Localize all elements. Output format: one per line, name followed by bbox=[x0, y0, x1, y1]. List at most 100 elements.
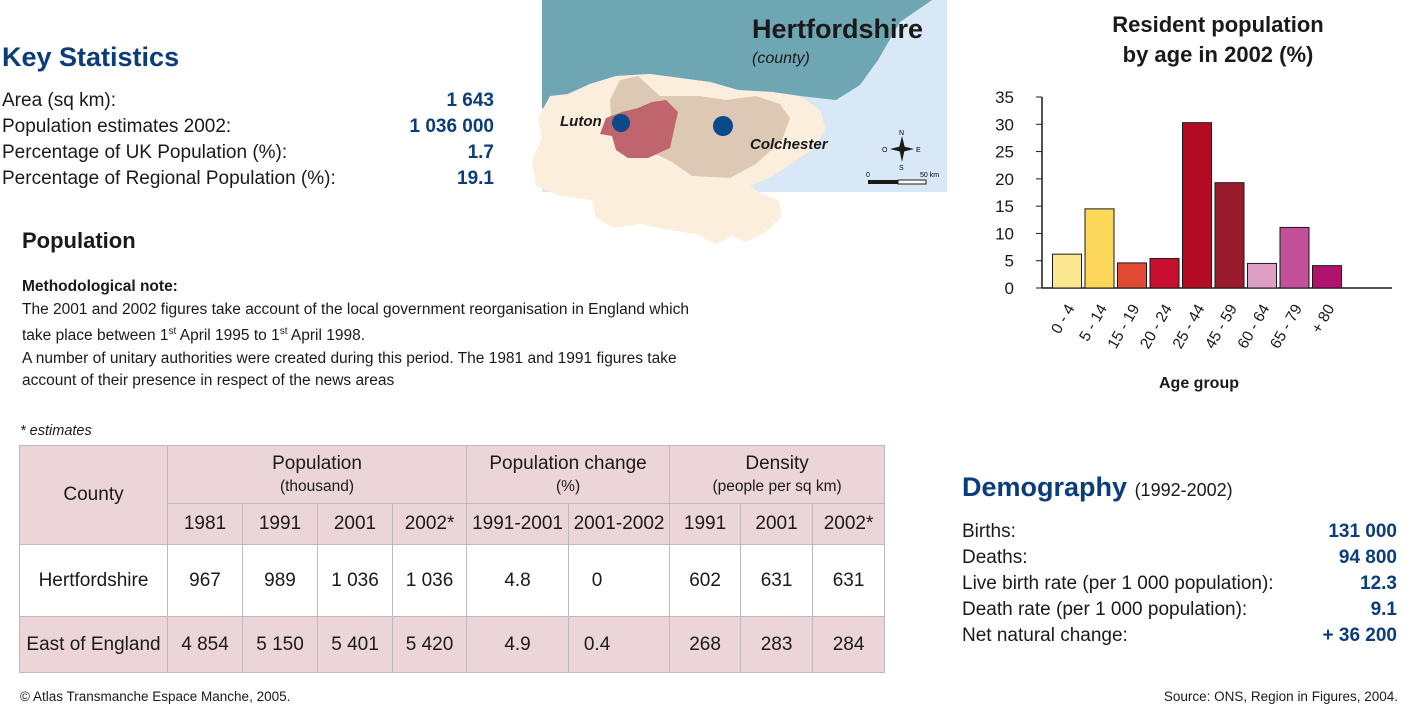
x-tick-label: 5 - 14 bbox=[1076, 301, 1111, 344]
y-tick-label: 35 bbox=[995, 88, 1014, 107]
demo-row-death-rate: Death rate (per 1 000 population): 9.1 bbox=[962, 597, 1397, 623]
location-map: Luton Colchester Hertfordshire (county) … bbox=[532, 0, 947, 244]
luton-marker bbox=[612, 114, 630, 132]
bar bbox=[1117, 262, 1147, 289]
compass-s: S bbox=[899, 165, 904, 172]
density-group-header: Density (people per sq km) bbox=[669, 445, 886, 504]
demo-label: Death rate (per 1 000 population): bbox=[962, 599, 1248, 620]
methodological-note: Methodological note: The 2001 and 2002 f… bbox=[22, 276, 782, 393]
table-cell: 602 bbox=[669, 544, 742, 617]
map-title: Hertfordshire bbox=[752, 14, 923, 44]
stat-label: Percentage of Regional Population (%): bbox=[2, 168, 336, 189]
table-cell: 4.9 bbox=[466, 616, 570, 673]
table-row: East of England 4 854 5 150 5 401 5 420 … bbox=[19, 616, 886, 673]
table-cell: 0 bbox=[568, 544, 671, 617]
demo-value: 9.1 bbox=[1370, 599, 1397, 620]
population-table: County Population (thousand) Population c… bbox=[19, 445, 886, 673]
note-line: The 2001 and 2002 figures take account o… bbox=[22, 300, 689, 318]
stat-label: Area (sq km): bbox=[2, 90, 117, 111]
population-change-group-header: Population change (%) bbox=[466, 445, 671, 504]
stat-row-regional-percentage: Percentage of Regional Population (%): 1… bbox=[2, 166, 494, 192]
stat-value: 1.7 bbox=[467, 142, 494, 163]
column-header: 2001-2002 bbox=[568, 503, 671, 545]
population-group-header: Population (thousand) bbox=[166, 445, 468, 504]
x-tick-label: 0 - 4 bbox=[1048, 301, 1078, 337]
y-tick-label: 25 bbox=[995, 143, 1014, 162]
demo-value: + 36 200 bbox=[1322, 625, 1398, 646]
scale-end: 50 km bbox=[920, 172, 939, 179]
colchester-marker bbox=[713, 116, 733, 136]
stat-value: 1 036 000 bbox=[409, 116, 494, 137]
demo-row-deaths: Deaths: 94 800 bbox=[962, 545, 1397, 571]
table-cell: 631 bbox=[812, 544, 886, 617]
county-cell: East of England bbox=[19, 616, 168, 673]
luton-label: Luton bbox=[560, 113, 602, 130]
bar bbox=[1247, 262, 1277, 289]
bar bbox=[1149, 258, 1180, 289]
table-cell: 5 401 bbox=[317, 616, 393, 673]
table-cell: 5 420 bbox=[391, 616, 468, 673]
note-line: A number of unitary authorities were cre… bbox=[22, 349, 677, 367]
bar bbox=[1312, 265, 1342, 289]
table-row: Hertfordshire 967 989 1 036 1 036 4.8 0 … bbox=[19, 544, 886, 617]
demography-period: (1992-2002) bbox=[1134, 480, 1233, 500]
column-header: 2002* bbox=[391, 503, 468, 545]
county-cell: Hertfordshire bbox=[19, 544, 168, 617]
stat-row-uk-percentage: Percentage of UK Population (%): 1.7 bbox=[2, 140, 494, 166]
y-tick-label: 20 bbox=[995, 170, 1014, 189]
stat-row-area: Area (sq km): 1 643 bbox=[2, 88, 494, 114]
table-cell: 1 036 bbox=[317, 544, 393, 617]
x-axis-label: Age group bbox=[1159, 375, 1239, 392]
x-tick-label: + 80 bbox=[1308, 301, 1338, 336]
source-footer: Source: ONS, Region in Figures, 2004. bbox=[1163, 689, 1398, 704]
demo-value: 94 800 bbox=[1338, 547, 1397, 568]
note-line: take place between 1st April 1995 to 1st… bbox=[22, 326, 366, 345]
scale-bar: 0 50 km bbox=[866, 172, 939, 185]
table-cell: 284 bbox=[812, 616, 886, 673]
bar bbox=[1279, 226, 1310, 289]
column-header: 1981 bbox=[167, 503, 243, 545]
column-header: 1991 bbox=[669, 503, 742, 545]
demo-value: 131 000 bbox=[1328, 521, 1397, 542]
stat-value: 1 643 bbox=[446, 90, 494, 111]
population-title: Population bbox=[22, 228, 136, 253]
north-land bbox=[542, 0, 932, 112]
table-cell: 283 bbox=[740, 616, 814, 673]
y-tick-label: 30 bbox=[995, 115, 1014, 134]
table-cell: 5 150 bbox=[242, 616, 318, 673]
estimates-note: * estimates bbox=[20, 423, 92, 439]
bar bbox=[1084, 208, 1115, 289]
column-header: 1991-2001 bbox=[466, 503, 570, 545]
note-heading: Methodological note: bbox=[22, 278, 178, 295]
demo-label: Deaths: bbox=[962, 547, 1028, 568]
key-statistics-title: Key Statistics bbox=[2, 42, 180, 72]
scale-start: 0 bbox=[866, 172, 870, 179]
y-tick-label: 0 bbox=[1005, 279, 1014, 298]
column-header: 1991 bbox=[242, 503, 318, 545]
table-cell: 967 bbox=[167, 544, 243, 617]
compass-n: N bbox=[899, 130, 904, 137]
demo-label: Net natural change: bbox=[962, 625, 1128, 646]
table-cell: 1 036 bbox=[391, 544, 468, 617]
bar bbox=[1182, 122, 1212, 289]
chart-title: Resident population by age in 2002 (%) bbox=[1112, 12, 1324, 67]
demography-title: Demography (1992-2002) bbox=[962, 472, 1233, 502]
copyright-footer: © Atlas Transmanche Espace Manche, 2005. bbox=[20, 689, 291, 704]
bar bbox=[1214, 182, 1245, 289]
column-header: 2002* bbox=[812, 503, 886, 545]
demo-row-births: Births: 131 000 bbox=[962, 519, 1397, 545]
compass-o: O bbox=[882, 147, 888, 154]
compass-icon: N S E O bbox=[882, 130, 921, 172]
table-cell: 631 bbox=[740, 544, 814, 617]
demo-row-birth-rate: Live birth rate (per 1 000 population): … bbox=[962, 571, 1397, 597]
map-subtitle: (county) bbox=[752, 50, 810, 67]
stat-label: Population estimates 2002: bbox=[2, 116, 232, 137]
y-tick-label: 15 bbox=[995, 197, 1014, 216]
note-line: account of their presence in respect of … bbox=[22, 372, 395, 390]
table-cell: 989 bbox=[242, 544, 318, 617]
county-header: County bbox=[19, 445, 168, 545]
bar bbox=[1052, 253, 1082, 289]
demo-value: 12.3 bbox=[1360, 573, 1397, 594]
table-cell: 4 854 bbox=[167, 616, 243, 673]
